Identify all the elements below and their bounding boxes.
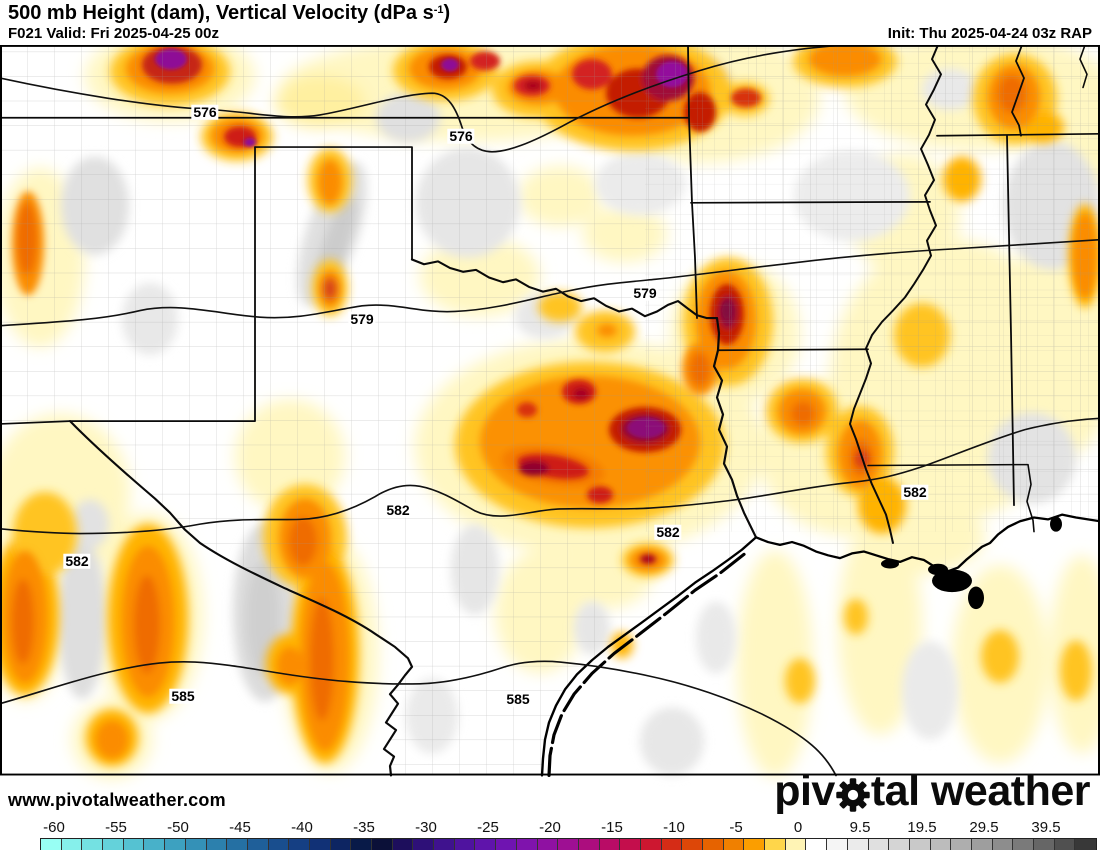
colorbar-tick: 39.5 (1031, 819, 1061, 836)
colorbar-cell (1013, 839, 1034, 850)
colorbar-tick: -45 (229, 819, 251, 836)
colorbar-tick: -40 (291, 819, 313, 836)
colorbar-cell (661, 839, 683, 850)
colorbar-cell (992, 839, 1014, 850)
colorbar-tick: -25 (477, 819, 499, 836)
colorbar-cell (41, 839, 62, 850)
colorbar-cell (744, 839, 766, 850)
colorbar-cell (475, 839, 497, 850)
colorbar-cell (309, 839, 331, 850)
colorbar-cell (827, 839, 848, 850)
colorbar-cell (868, 839, 890, 850)
colorbar-cell (247, 839, 269, 850)
colorbar-cell (703, 839, 724, 850)
colorbar-tick: 29.5 (969, 819, 999, 836)
colorbar-cell (558, 839, 579, 850)
colorbar-cell (640, 839, 662, 850)
colorbar-cell (434, 839, 455, 850)
colorbar-cell (765, 839, 786, 850)
colorbar-cell (951, 839, 972, 850)
colorbar-cell (61, 839, 83, 850)
colorbar-cell (268, 839, 290, 850)
colorbar-cell (1034, 839, 1055, 850)
colorbar-cell (392, 839, 414, 850)
colorbar-tick: -60 (43, 819, 65, 836)
map-area: 576 576 579 579 582 582 582 582 585 585 www.pivot… (0, 45, 1100, 818)
colorbar-cell (682, 839, 703, 850)
colorbar-cell (847, 839, 869, 850)
colorbar-cell (289, 839, 310, 850)
colorbar-tick: 9.5 (849, 819, 871, 836)
colorbar-cell (206, 839, 228, 850)
colorbar-tick: -20 (539, 819, 561, 836)
colorbar-tick: -50 (167, 819, 189, 836)
colorbar-cell (413, 839, 435, 850)
colorbar-cell (330, 839, 352, 850)
colorbar-cell (620, 839, 641, 850)
colorbar-tick: -10 (663, 819, 685, 836)
colorbar-cell (103, 839, 124, 850)
colorbar-cell (1075, 839, 1097, 850)
colorbar-cell (723, 839, 745, 850)
colorbar-cell (144, 839, 166, 850)
colorbar-cell (889, 839, 910, 850)
header: 500 mb Height (dam), Vertical Velocity (… (0, 0, 1100, 45)
colorbar-cell (516, 839, 538, 850)
colorbar-tick: -35 (353, 819, 375, 836)
colorbar-tick: 0 (793, 819, 803, 836)
colorbar-cell (351, 839, 372, 850)
colorbar-tick: -5 (729, 819, 743, 836)
colorbar: -60 -55 -50 -45 -40 -35 -30 -25 -20 -15 -10 -5 0 9.5 1… (0, 818, 1100, 850)
init-time-label: Init: Thu 2025-04-24 03z RAP (887, 25, 1092, 42)
colorbar-cell (82, 839, 104, 850)
colorbar-cell (537, 839, 559, 850)
colorbar-cell (909, 839, 931, 850)
colorbar-tick: -30 (415, 819, 437, 836)
colorbar-cell (227, 839, 248, 850)
colorbar-tick: 19.5 (907, 819, 937, 836)
colorbar-cell (599, 839, 621, 850)
colorbar-cell (496, 839, 517, 850)
colorbar-cell (165, 839, 186, 850)
colorbar-cell (185, 839, 207, 850)
map-title: 500 mb Height (dam), Vertical Velocity (… (8, 2, 451, 24)
colorbar-cells (40, 838, 1098, 850)
colorbar-cell (454, 839, 476, 850)
map-canvas (0, 45, 1100, 780)
valid-time-label: F021 Valid: Fri 2025-04-25 00z (8, 25, 219, 42)
colorbar-cell (785, 839, 807, 850)
colorbar-cell (1054, 839, 1076, 850)
colorbar-cell (372, 839, 393, 850)
colorbar-tick: -15 (601, 819, 623, 836)
colorbar-tick: -55 (105, 819, 127, 836)
colorbar-cell (578, 839, 600, 850)
colorbar-cell (123, 839, 145, 850)
colorbar-cell (806, 839, 828, 850)
colorbar-cell (971, 839, 993, 850)
colorbar-cell (930, 839, 952, 850)
